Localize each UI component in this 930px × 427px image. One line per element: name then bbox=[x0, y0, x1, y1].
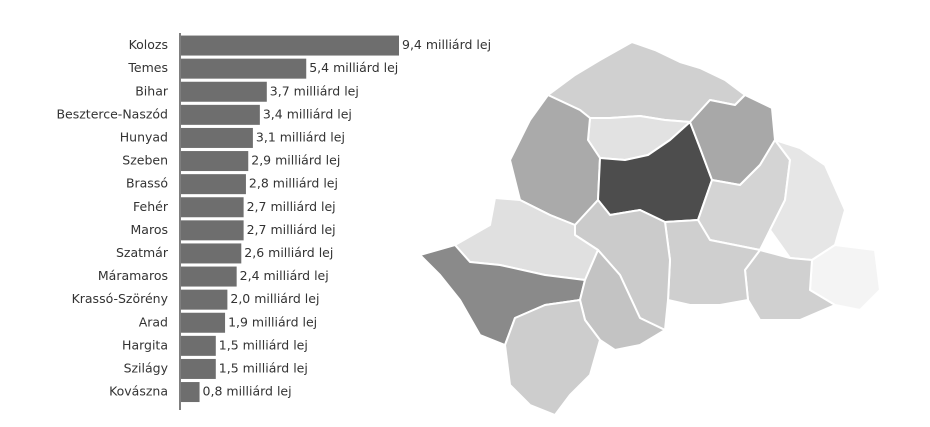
category-label: Kovászna bbox=[109, 384, 168, 399]
category-label: Szilágy bbox=[124, 360, 169, 375]
category-label: Hunyad bbox=[120, 129, 168, 144]
value-label: 1,5 milliárd lej bbox=[219, 360, 308, 375]
category-label: Szatmár bbox=[116, 245, 169, 260]
bar bbox=[181, 197, 244, 218]
category-label: Brassó bbox=[126, 176, 168, 191]
category-label: Szeben bbox=[122, 153, 168, 168]
value-label: 9,4 milliárd lej bbox=[402, 37, 491, 52]
value-label: 2,9 milliárd lej bbox=[251, 153, 340, 168]
value-label: 2,8 milliárd lej bbox=[249, 176, 338, 191]
bar bbox=[181, 58, 307, 79]
bar bbox=[181, 127, 253, 148]
category-label: Temes bbox=[127, 60, 168, 75]
category-label: Maros bbox=[131, 222, 168, 237]
bar bbox=[181, 151, 249, 172]
bar bbox=[181, 358, 216, 379]
value-label: 0,8 milliárd lej bbox=[203, 384, 292, 399]
bar bbox=[181, 382, 200, 403]
value-label: 2,0 milliárd lej bbox=[230, 291, 319, 306]
bar bbox=[181, 312, 226, 333]
value-label: 2,4 milliárd lej bbox=[240, 268, 329, 283]
value-label: 3,4 milliárd lej bbox=[263, 106, 352, 121]
bar bbox=[181, 81, 267, 102]
bar bbox=[181, 174, 246, 195]
value-label: 1,5 milliárd lej bbox=[219, 337, 308, 352]
value-label: 2,6 milliárd lej bbox=[244, 245, 333, 260]
bar bbox=[181, 35, 399, 56]
bar bbox=[181, 104, 260, 125]
map bbox=[419, 41, 881, 416]
bar bbox=[181, 220, 244, 241]
bar bbox=[181, 243, 242, 264]
value-label: 2,7 milliárd lej bbox=[247, 199, 336, 214]
bar bbox=[181, 335, 216, 356]
value-label: 2,7 milliárd lej bbox=[247, 222, 336, 237]
category-label: Krassó-Szörény bbox=[72, 291, 169, 306]
value-label: 3,1 milliárd lej bbox=[256, 129, 345, 144]
category-label: Arad bbox=[139, 314, 168, 329]
category-label: Beszterce-Naszód bbox=[56, 106, 168, 121]
map-region bbox=[504, 299, 601, 416]
category-label: Hargita bbox=[122, 337, 168, 352]
category-label: Bihar bbox=[135, 83, 169, 98]
bar bbox=[181, 266, 237, 287]
bar bbox=[181, 289, 228, 310]
category-label: Fehér bbox=[133, 199, 169, 214]
value-label: 1,9 milliárd lej bbox=[228, 314, 317, 329]
value-label: 5,4 milliárd lej bbox=[309, 60, 398, 75]
category-label: Kolozs bbox=[129, 37, 168, 52]
value-label: 3,7 milliárd lej bbox=[270, 83, 359, 98]
category-label: Máramaros bbox=[98, 268, 168, 283]
map-region bbox=[579, 249, 666, 351]
